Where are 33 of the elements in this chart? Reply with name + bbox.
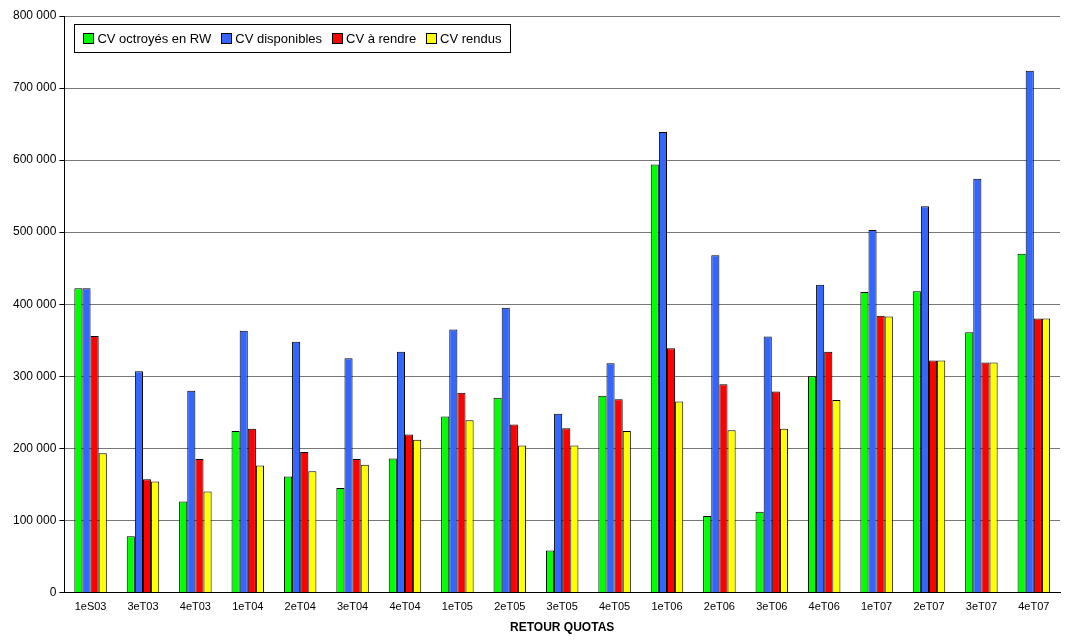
x-tick-label: 4eT05: [598, 600, 631, 613]
x-tick-label: 3eT06: [756, 600, 788, 613]
legend-label: CV octroyés en RW: [97, 31, 212, 46]
x-tick-label: 1eT05: [441, 600, 473, 613]
y-tick-label: 600 000: [12, 152, 57, 167]
x-tick-label: 3eT04: [336, 600, 369, 613]
x-tick-label: 4eT07: [1018, 600, 1050, 613]
x-tick-label: 1eS03: [74, 600, 107, 613]
y-tick-label: 100 000: [12, 512, 57, 527]
x-tick-label: 2eT04: [284, 600, 316, 613]
x-tick-label: 1eT04: [232, 600, 264, 613]
x-axis-title: RETOUR QUOTAS: [510, 620, 615, 635]
y-tick-label: 800 000: [12, 8, 57, 23]
legend-label: CV disponibles: [235, 31, 323, 46]
legend-label: CV à rendre: [346, 31, 417, 46]
y-tick-label: 500 000: [12, 224, 57, 239]
x-tick-label: 2eT06: [703, 600, 735, 613]
x-tick-label: 2eT07: [913, 600, 945, 613]
y-tick-label: 700 000: [12, 80, 57, 95]
x-tick-label: 3eT05: [546, 600, 578, 613]
x-tick-label: 2eT05: [494, 600, 526, 613]
y-tick-label: 300 000: [12, 368, 57, 383]
y-tick-label: 400 000: [12, 296, 57, 311]
y-tick-label: 200 000: [12, 440, 57, 455]
legend-label: CV rendus: [440, 31, 502, 46]
x-tick-label: 1eT07: [860, 600, 893, 613]
x-tick-label: 4eT03: [179, 600, 211, 613]
x-tick-label: 1eT06: [651, 600, 683, 613]
x-tick-label: 4eT04: [389, 600, 421, 613]
x-tick-label: 4eT06: [808, 600, 840, 613]
x-tick-label: 3eT03: [127, 600, 159, 613]
y-tick-label: 0: [49, 584, 57, 599]
x-tick-label: 3eT07: [965, 600, 997, 613]
